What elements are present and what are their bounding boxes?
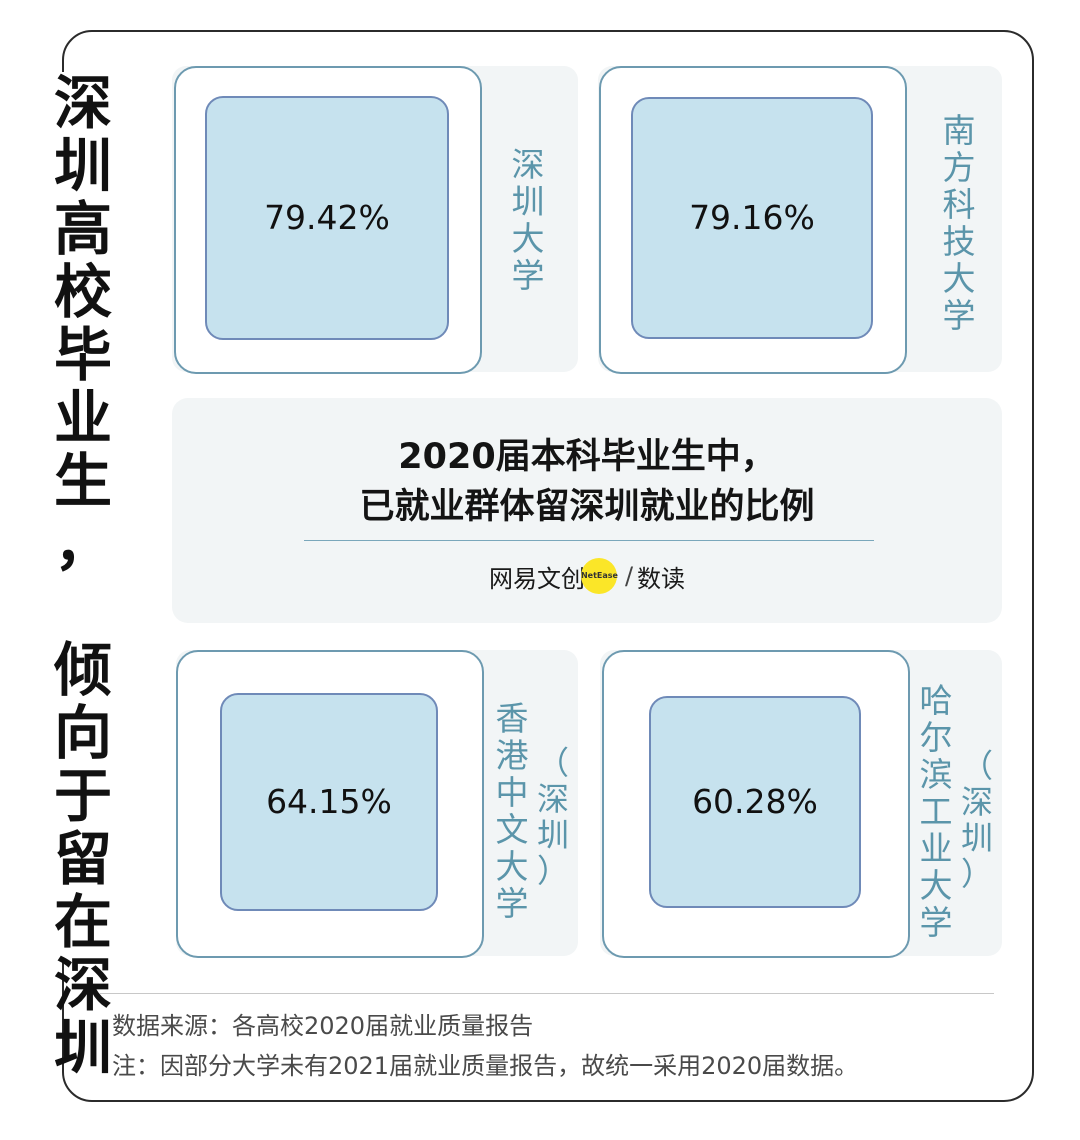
- university-name-1: 深圳大学: [508, 146, 548, 294]
- university-name-char: 科: [942, 185, 976, 224]
- university-name-char: 哈: [919, 681, 953, 720]
- university-name-char: 港: [495, 736, 529, 775]
- main-title-char: 倾: [53, 636, 112, 704]
- university-name-char: 香: [495, 699, 529, 738]
- footer-divider: [100, 993, 994, 994]
- university-name-char: 南: [942, 111, 976, 150]
- main-title-char: [40, 576, 126, 639]
- university-campus-char: 圳: [536, 816, 569, 854]
- brand-name: 网易文创: [488, 564, 585, 593]
- main-title-char: 圳: [53, 132, 112, 200]
- university-name-char: 大: [511, 219, 545, 258]
- main-title-char: 深: [53, 951, 112, 1019]
- headline-divider: [304, 540, 874, 541]
- main-title-char: 留: [53, 825, 112, 893]
- university-name-char: 文: [495, 810, 529, 849]
- university-campus-char: 圳: [960, 819, 993, 857]
- university-campus-char: 深: [960, 783, 993, 821]
- brand-logo: 网易文创 NetEase / 数读: [172, 558, 1002, 594]
- headline-card: 2020届本科毕业生中， 已就业群体留深圳就业的比例 网易文创 NetEase …: [172, 398, 1002, 623]
- university-name-char: 圳: [511, 182, 545, 221]
- value-label-3: 64.15%: [266, 782, 392, 822]
- university-name-4: 哈尔滨工业大学: [916, 682, 956, 941]
- value-square-3: 64.15%: [219, 692, 439, 912]
- value-square-2: 79.16%: [630, 96, 874, 340]
- main-title-char: 校: [53, 258, 112, 326]
- university-campus-4: （深圳）: [957, 748, 997, 892]
- university-name-char: 中: [495, 773, 529, 812]
- value-label-4: 60.28%: [692, 782, 818, 822]
- university-campus-char: 深: [536, 780, 569, 818]
- university-name-char: 业: [919, 829, 953, 868]
- university-name-char: 方: [942, 148, 976, 187]
- university-name-char: 大: [495, 847, 529, 886]
- main-title-char: 于: [53, 762, 112, 830]
- university-name-char: 尔: [919, 718, 953, 757]
- university-name-char: 滨: [919, 755, 953, 794]
- university-campus-char: ）: [960, 855, 993, 893]
- main-title-char: 深: [53, 69, 112, 137]
- university-name-char: 工: [919, 792, 953, 831]
- university-name-char: 学: [919, 903, 953, 942]
- university-campus-char: （: [960, 747, 993, 785]
- university-name-2: 南方科技大学: [939, 112, 979, 334]
- source-note: 数据来源：各高校2020届就业质量报告: [112, 1012, 534, 1040]
- main-title-char: 业: [53, 384, 112, 452]
- value-label-2: 79.16%: [689, 198, 815, 238]
- brand-sub: 数读: [637, 564, 686, 593]
- university-name-char: 学: [511, 256, 545, 295]
- university-campus-3: （深圳）: [533, 745, 573, 889]
- main-title-char: 在: [53, 888, 112, 956]
- university-name-3: 香港中文大学: [492, 700, 532, 922]
- university-name-char: 技: [942, 222, 976, 261]
- main-title-char: 圳: [53, 1014, 112, 1082]
- main-title-char: 生: [53, 447, 112, 515]
- university-name-char: 大: [919, 866, 953, 905]
- main-title-char: 向: [53, 699, 112, 767]
- headline-line-2: 已就业群体留深圳就业的比例: [359, 487, 815, 527]
- main-title-char: 高: [53, 195, 112, 263]
- value-label-1: 79.42%: [264, 198, 390, 238]
- brand-badge: NetEase: [580, 558, 618, 594]
- university-campus-char: （: [536, 744, 569, 782]
- university-name-char: 深: [511, 145, 545, 184]
- brand-separator: /: [624, 562, 634, 590]
- footnote: 注：因部分大学未有2021届就业质量报告，故统一采用2020届数据。: [112, 1052, 859, 1080]
- headline-line-1: 2020届本科毕业生中，: [398, 437, 776, 477]
- value-square-4: 60.28%: [649, 696, 861, 908]
- university-name-char: 学: [495, 884, 529, 923]
- main-title-char: 毕: [53, 321, 112, 389]
- university-name-char: 学: [942, 296, 976, 335]
- main-title-char: ，: [53, 510, 112, 578]
- main-title: 深圳高校毕业生， 倾向于留在深圳: [40, 69, 126, 1080]
- university-campus-char: ）: [536, 852, 569, 890]
- value-square-1: 79.42%: [205, 96, 449, 340]
- university-name-char: 大: [942, 259, 976, 298]
